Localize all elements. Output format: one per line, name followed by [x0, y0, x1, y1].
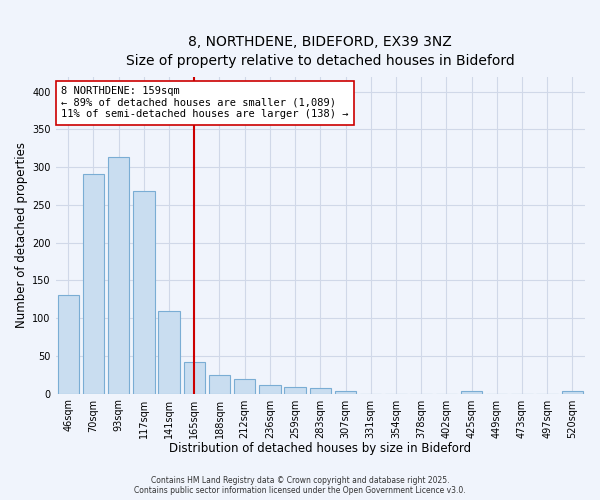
Bar: [209, 376, 230, 394]
Bar: [562, 392, 583, 394]
Bar: [184, 362, 205, 394]
Bar: [58, 296, 79, 394]
Bar: [259, 384, 281, 394]
Title: 8, NORTHDENE, BIDEFORD, EX39 3NZ
Size of property relative to detached houses in: 8, NORTHDENE, BIDEFORD, EX39 3NZ Size of…: [126, 35, 515, 68]
Bar: [335, 390, 356, 394]
Bar: [83, 174, 104, 394]
Bar: [284, 387, 306, 394]
Bar: [310, 388, 331, 394]
Text: 8 NORTHDENE: 159sqm
← 89% of detached houses are smaller (1,089)
11% of semi-det: 8 NORTHDENE: 159sqm ← 89% of detached ho…: [61, 86, 349, 120]
Text: Contains HM Land Registry data © Crown copyright and database right 2025.
Contai: Contains HM Land Registry data © Crown c…: [134, 476, 466, 495]
Bar: [158, 312, 180, 394]
Bar: [234, 378, 256, 394]
Bar: [461, 392, 482, 394]
Bar: [108, 156, 130, 394]
Bar: [133, 190, 155, 394]
Y-axis label: Number of detached properties: Number of detached properties: [15, 142, 28, 328]
X-axis label: Distribution of detached houses by size in Bideford: Distribution of detached houses by size …: [169, 442, 472, 455]
